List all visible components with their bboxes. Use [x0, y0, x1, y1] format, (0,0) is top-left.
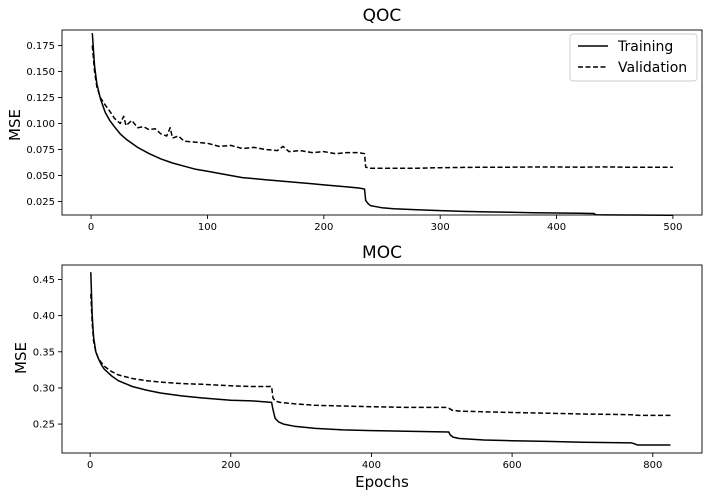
- chart-qoc: QOC MSE 0 100 200 300 400 5000.0250.0500.0750…: [6, 6, 703, 233]
- y-tick-label: 0.25: [33, 420, 55, 431]
- plot-area: [91, 33, 673, 216]
- x-tick-label: 400: [362, 460, 381, 471]
- x-tick-label: 200: [314, 222, 333, 233]
- x-tick-label: 800: [643, 460, 662, 471]
- y-tick-label: 0.050: [26, 171, 55, 182]
- y-tick-label: 0.150: [26, 67, 55, 78]
- y-tick-label: 0.075: [26, 145, 55, 156]
- x-tick-label: 600: [503, 460, 522, 471]
- legend-label-training: Training: [617, 39, 673, 55]
- chart-moc: MOC MSE Epochs 0 200 400 600 800 0.25 0.30 0.35…: [12, 243, 703, 491]
- x-axis-label: Epochs: [355, 473, 409, 491]
- series-line-validation: [90, 293, 671, 417]
- x-tick-label: 0: [87, 460, 93, 471]
- axes-frame: [61, 29, 703, 216]
- y-axis-label: MSE: [12, 342, 30, 374]
- y-tick-label: 0.40: [33, 311, 55, 322]
- series-line-training: [90, 272, 671, 446]
- x-tick-label: 0: [88, 222, 94, 233]
- x-tick-label: 500: [663, 222, 682, 233]
- x-tick-label: 200: [221, 460, 240, 471]
- chart-title: MOC: [362, 243, 402, 263]
- legend-label-validation: Validation: [618, 60, 687, 76]
- y-tick-label: 0.100: [26, 119, 55, 130]
- y-tick-label: 0.30: [33, 383, 55, 394]
- y-tick-label: 0.35: [33, 347, 55, 358]
- y-tick-label: 0.45: [33, 275, 55, 286]
- x-tick-label: 400: [547, 222, 566, 233]
- legend: Training Validation: [569, 33, 698, 82]
- y-axis-label: MSE: [6, 109, 24, 141]
- y-tick-label: 0.175: [26, 41, 55, 52]
- axes-frame: [61, 264, 703, 454]
- y-tick-label: 0.025: [26, 197, 55, 208]
- y-tick-label: 0.125: [26, 93, 55, 104]
- x-tick-label: 300: [431, 222, 450, 233]
- axis-ticks: 0 200 400 600 800 0.25 0.30 0.35 0.40 0.45: [33, 275, 663, 471]
- series-line-validation: [91, 45, 673, 169]
- axis-ticks: 0 100 200 300 400 500 0.025 0.050 0.075 0.100 0.12…: [26, 41, 682, 233]
- series-line-training: [91, 33, 673, 216]
- x-tick-label: 100: [198, 222, 217, 233]
- plot-area: [90, 272, 671, 446]
- chart-title: QOC: [363, 6, 402, 26]
